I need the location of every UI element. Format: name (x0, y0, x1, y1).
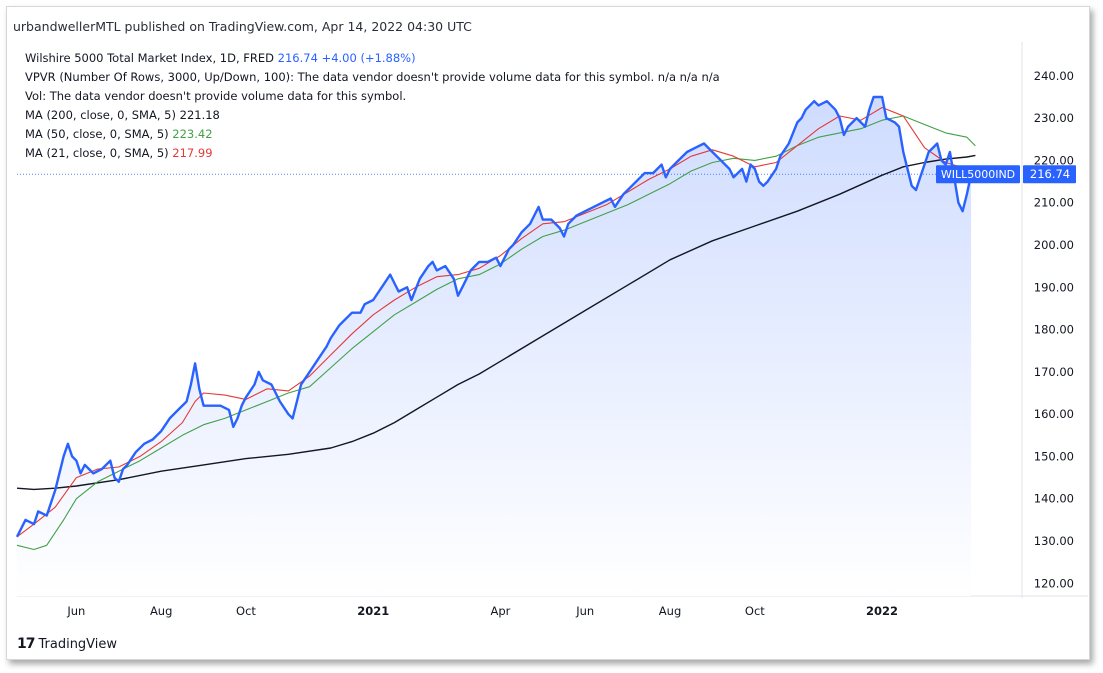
series-layer (15, 95, 1022, 596)
ma200-value: 221.18 (179, 108, 220, 122)
legend-symbol-row[interactable]: Wilshire 5000 Total Market Index, 1D, FR… (25, 49, 720, 68)
legend: Wilshire 5000 Total Market Index, 1D, FR… (25, 49, 720, 163)
ma200-label: MA (200, close, 0, SMA, 5) (25, 108, 176, 122)
tradingview-logo-icon: 17 (17, 636, 36, 652)
y-tick-label: 190.00 (1034, 280, 1074, 294)
symbol-title: Wilshire 5000 Total Market Index, 1D, FR… (25, 51, 274, 65)
symbol-value: 216.74 (277, 51, 318, 65)
x-tick-label: Oct (236, 604, 256, 618)
axes: 120.00 130.00 140.00 150.00 160.00 170.00 180.… (66, 69, 1074, 618)
price-tag (1023, 165, 1076, 184)
legend-ma200-row[interactable]: MA (200, close, 0, SMA, 5) 221.18 (25, 106, 720, 125)
x-tick-label: Aug (150, 604, 172, 618)
published-line: urbandwellerMTL published on TradingView… (13, 19, 472, 34)
legend-ma21-row[interactable]: MA (21, close, 0, SMA, 5) 217.99 (25, 144, 720, 163)
legend-vol-row[interactable]: Vol: The data vendor doesn't provide vol… (25, 89, 407, 103)
y-tick-label: 130.00 (1034, 534, 1074, 548)
x-tick-label: 2022 (866, 604, 898, 618)
y-tick-label: 180.00 (1034, 323, 1074, 337)
x-tick-label: Aug (659, 604, 681, 618)
y-tick-label: 140.00 (1034, 492, 1074, 506)
y-tick-label: 160.00 (1034, 407, 1074, 421)
price-tag-value: 216.74 (1030, 167, 1070, 181)
x-tick-label: Oct (745, 604, 765, 618)
x-tick-label: Apr (490, 604, 510, 618)
y-tick-label: 150.00 (1034, 449, 1074, 463)
y-tick-label: 220.00 (1034, 153, 1074, 167)
series-line-ma50 (16, 115, 976, 551)
y-tick-label: 210.00 (1034, 196, 1074, 210)
y-tick-label: 120.00 (1034, 576, 1074, 590)
y-tick-label: 230.00 (1034, 111, 1074, 125)
ma50-value: 223.42 (172, 127, 213, 141)
symbol-tag (936, 165, 1020, 184)
ma21-value: 217.99 (172, 146, 213, 160)
ma50-label: MA (50, close, 0, SMA, 5) (25, 127, 169, 141)
price-area-fill (17, 97, 972, 596)
series-line-ma200 (16, 154, 976, 491)
x-tick-label: Jun (575, 604, 594, 618)
x-tick-label: Jun (66, 604, 85, 618)
legend-vpvr-row[interactable]: VPVR (Number Of Rows, 3000, Up/Down, 100… (25, 70, 720, 84)
y-tick-label: 170.00 (1034, 365, 1074, 379)
x-tick-label: 2021 (357, 604, 389, 618)
y-tick-label: 240.00 (1034, 69, 1074, 83)
legend-ma50-row[interactable]: MA (50, close, 0, SMA, 5) 223.42 (25, 125, 720, 144)
series-line-price (15, 95, 973, 538)
price-tag-layer: WILL5000IND 216.74 (936, 165, 1076, 184)
symbol-tag-label: WILL5000IND (941, 168, 1015, 181)
tradingview-logo[interactable]: 17 TradingView (17, 636, 117, 652)
y-tick-label: 200.00 (1034, 238, 1074, 252)
ma21-label: MA (21, close, 0, SMA, 5) (25, 146, 169, 160)
symbol-change: +4.00 (+1.88%) (321, 51, 416, 65)
tradingview-brand: TradingView (38, 636, 118, 652)
